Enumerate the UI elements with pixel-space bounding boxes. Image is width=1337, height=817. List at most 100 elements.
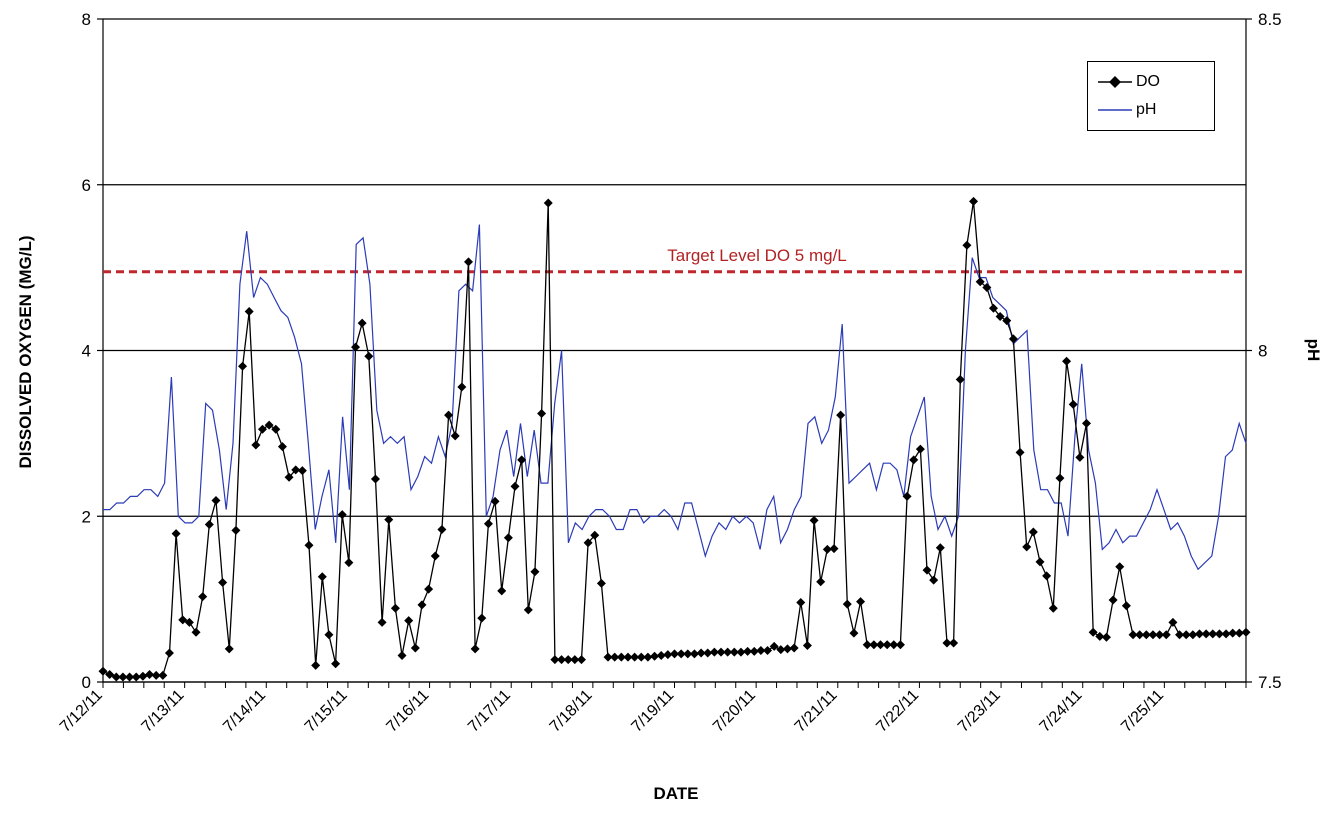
data-point — [882, 640, 892, 650]
data-point — [1095, 631, 1105, 641]
data-point — [543, 198, 553, 208]
data-point — [636, 652, 646, 662]
x-tick-label: 7/13/11 — [139, 687, 188, 736]
data-point — [105, 670, 115, 680]
data-point — [377, 617, 387, 627]
data-point — [357, 318, 367, 328]
data-point — [922, 565, 932, 575]
y-right-tick-label: 7.5 — [1258, 673, 1282, 692]
data-point — [763, 646, 773, 656]
data-point — [590, 530, 600, 540]
data-point — [404, 616, 414, 626]
data-point — [842, 599, 852, 609]
data-point — [191, 627, 201, 637]
data-point — [204, 520, 214, 530]
y-right-tick-label: 8.5 — [1258, 10, 1282, 29]
data-point — [1141, 630, 1151, 640]
data-point — [297, 466, 307, 476]
data-point — [1042, 571, 1052, 581]
data-point — [510, 481, 520, 491]
data-point — [317, 572, 327, 582]
x-tick-label: 7/25/11 — [1118, 687, 1167, 736]
data-point — [251, 440, 261, 450]
data-point — [988, 303, 998, 313]
data-point — [1075, 452, 1085, 462]
data-point — [1168, 617, 1178, 627]
data-point — [184, 617, 194, 627]
data-point — [483, 519, 493, 529]
data-point — [862, 640, 872, 650]
y-left-tick-label: 0 — [82, 673, 91, 692]
data-point — [523, 605, 533, 615]
data-point — [955, 375, 965, 385]
data-point — [1208, 629, 1218, 639]
data-point — [497, 586, 507, 596]
data-point — [869, 640, 879, 650]
data-point — [749, 646, 759, 656]
data-point — [125, 672, 135, 682]
data-point — [164, 648, 174, 658]
data-point — [616, 652, 626, 662]
data-point — [836, 410, 846, 420]
data-point — [709, 647, 719, 657]
data-point — [743, 646, 753, 656]
data-point — [736, 647, 746, 657]
x-tick-label: 7/20/11 — [710, 687, 759, 736]
data-point — [131, 672, 141, 682]
data-point — [231, 525, 241, 535]
data-point — [563, 655, 573, 665]
data-point — [776, 645, 786, 655]
y-axis-left-label: DISSOLVED OXYGEN (MG/L) — [16, 235, 35, 469]
data-point — [1148, 630, 1158, 640]
data-point — [1228, 628, 1238, 638]
data-point — [975, 277, 985, 287]
x-tick-label: 7/21/11 — [792, 687, 841, 736]
y-left-tick-label: 6 — [82, 176, 91, 195]
data-point — [716, 647, 726, 657]
data-point — [816, 577, 826, 587]
data-point — [856, 597, 866, 607]
data-point — [264, 420, 274, 430]
legend-do-swatch — [1098, 76, 1132, 88]
y-left-tick-label: 8 — [82, 10, 91, 29]
data-point — [437, 525, 447, 535]
data-point — [244, 307, 254, 317]
data-point — [969, 196, 979, 206]
data-point — [397, 650, 407, 660]
data-point — [796, 597, 806, 607]
x-tick-label: 7/22/11 — [873, 687, 922, 736]
data-point — [995, 312, 1005, 322]
data-point — [630, 652, 640, 662]
y-left-tick-label: 2 — [82, 507, 91, 526]
data-point — [370, 474, 380, 484]
data-point — [596, 578, 606, 588]
data-point — [470, 644, 480, 654]
data-point — [463, 257, 473, 267]
data-point — [457, 382, 467, 392]
data-point — [902, 491, 912, 501]
data-point — [849, 628, 859, 638]
data-point — [490, 496, 500, 506]
data-point — [1088, 627, 1098, 637]
data-point — [450, 431, 460, 441]
data-point — [1101, 632, 1111, 642]
data-point — [1128, 630, 1138, 640]
axes — [97, 18, 1252, 688]
legend-item-do: DO — [1098, 72, 1160, 92]
data-point — [517, 455, 527, 465]
data-point — [1035, 557, 1045, 567]
x-tick-label: 7/15/11 — [302, 687, 351, 736]
data-point — [503, 533, 513, 543]
data-point — [384, 515, 394, 525]
x-tick-label: 7/18/11 — [547, 687, 596, 736]
data-point — [410, 643, 420, 653]
data-point — [583, 538, 593, 548]
data-point — [1135, 630, 1145, 640]
data-point — [477, 613, 487, 623]
data-point — [1121, 601, 1131, 611]
data-point — [151, 670, 161, 680]
x-tick-label: 7/16/11 — [383, 687, 432, 736]
x-tick-label: 7/24/11 — [1037, 687, 1086, 736]
data-point — [138, 671, 148, 681]
data-point — [1008, 334, 1018, 344]
